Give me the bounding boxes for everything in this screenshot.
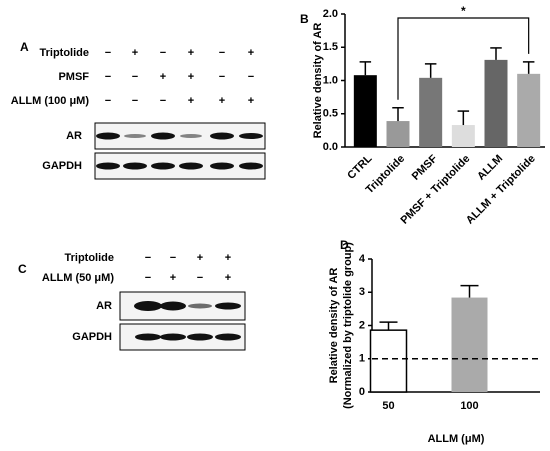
treatment-label: PMSF xyxy=(58,71,89,83)
y-tick-label: 0 xyxy=(359,386,365,398)
significance-bracket xyxy=(397,17,530,100)
treatment-sign: − xyxy=(145,272,151,284)
treatment-sign: − xyxy=(132,95,138,107)
treatment-sign: − xyxy=(105,71,111,83)
panel-label: D xyxy=(340,238,349,252)
treatment-sign: − xyxy=(145,252,151,264)
blot-c xyxy=(119,291,246,351)
treatment-sign: + xyxy=(188,95,194,107)
bar xyxy=(484,59,508,148)
treatment-sign: + xyxy=(219,95,225,107)
y-tick-label: 1.0 xyxy=(323,74,338,86)
treatment-sign: + xyxy=(132,47,138,59)
treatment-label: Triptolide xyxy=(65,252,115,264)
treatment-sign: − xyxy=(219,71,225,83)
band-label: AR xyxy=(66,130,82,142)
bar xyxy=(451,297,488,392)
treatment-sign: − xyxy=(160,95,166,107)
treatment-sign: + xyxy=(225,252,231,264)
treatment-sign: − xyxy=(132,71,138,83)
treatment-label: ALLM (100 μM) xyxy=(11,95,90,107)
x-tick-label: ALLM xyxy=(475,153,505,183)
bar xyxy=(451,125,475,147)
x-tick-label: PMSF xyxy=(410,152,440,182)
y-axis-label: Relative density of AR xyxy=(312,23,324,139)
treatment-sign: + xyxy=(188,47,194,59)
treatment-sign: + xyxy=(170,272,176,284)
bar xyxy=(517,73,541,147)
panel-label: C xyxy=(18,262,27,276)
y-tick-label: 0.0 xyxy=(323,141,338,153)
bar xyxy=(353,75,377,147)
x-tick-label: CTRL xyxy=(345,152,374,181)
band-label: AR xyxy=(96,300,112,312)
y-tick-label: 0.5 xyxy=(323,108,338,120)
treatment-sign: + xyxy=(188,71,194,83)
treatment-label: Triptolide xyxy=(40,47,90,59)
treatment-sign: − xyxy=(105,47,111,59)
significance-label: * xyxy=(461,4,466,18)
treatment-sign: − xyxy=(105,95,111,107)
treatment-sign: + xyxy=(225,272,231,284)
panel-label: A xyxy=(20,40,29,54)
treatment-sign: − xyxy=(248,71,254,83)
treatment-sign: − xyxy=(197,272,203,284)
bands xyxy=(134,301,241,341)
y-tick-label: 1.5 xyxy=(323,41,338,53)
bar xyxy=(419,77,443,147)
treatment-sign: − xyxy=(219,47,225,59)
y-tick-label: 4 xyxy=(359,253,366,265)
x-axis-label: ALLM (μM) xyxy=(428,433,485,445)
band-label: GAPDH xyxy=(42,160,82,172)
treatment-sign: + xyxy=(248,47,254,59)
treatment-sign: + xyxy=(197,252,203,264)
bands xyxy=(96,132,263,170)
blot-a xyxy=(94,122,266,180)
panel-label: B xyxy=(300,12,309,26)
treatment-sign: − xyxy=(160,47,166,59)
bar xyxy=(386,121,410,147)
treatment-sign: + xyxy=(160,71,166,83)
bar xyxy=(369,329,408,393)
y-tick-label: 3 xyxy=(359,286,365,298)
treatment-sign: + xyxy=(248,95,254,107)
y-axis-label: (Normalized by triptolide group) xyxy=(342,242,354,409)
band-label: GAPDH xyxy=(72,331,112,343)
y-tick-label: 2 xyxy=(359,319,365,331)
y-axis-label: Relative density of AR xyxy=(328,268,340,384)
y-tick-label: 2.0 xyxy=(323,8,338,20)
x-tick-label: 50 xyxy=(382,400,394,412)
x-tick-label: 100 xyxy=(460,400,478,412)
treatment-sign: − xyxy=(170,252,176,264)
treatment-label: ALLM (50 μM) xyxy=(42,272,114,284)
y-tick-label: 1 xyxy=(359,353,365,365)
